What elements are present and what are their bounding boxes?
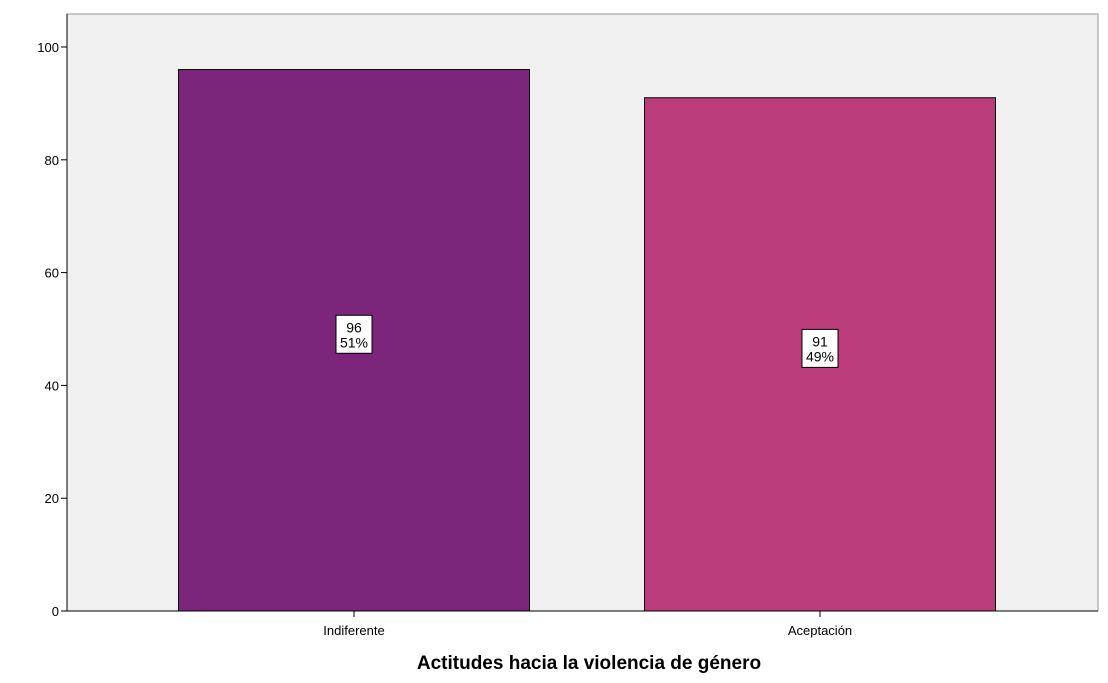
data-label-value: 91 <box>812 333 828 349</box>
data-label-box <box>801 328 839 368</box>
x-axis-title: Actitudes hacia la violencia de género <box>417 653 761 674</box>
y-tick-label: 40 <box>45 378 59 393</box>
data-label-box <box>335 314 373 354</box>
y-tick-label: 20 <box>45 491 59 506</box>
y-tick-label: 80 <box>45 153 59 168</box>
x-axis: Indiferente Aceptación <box>67 610 1098 638</box>
x-tick-label: Aceptación <box>788 623 852 638</box>
data-label-percent: 49% <box>806 348 834 364</box>
y-tick-label: 0 <box>52 604 59 619</box>
x-tick-label: Indiferente <box>323 623 384 638</box>
data-label-value: 96 <box>346 319 362 335</box>
y-tick-label: 60 <box>45 266 59 281</box>
y-tick-label: 100 <box>37 40 59 55</box>
y-axis: 0 20 40 60 80 100 <box>37 14 68 619</box>
data-label-percent: 51% <box>340 334 368 350</box>
